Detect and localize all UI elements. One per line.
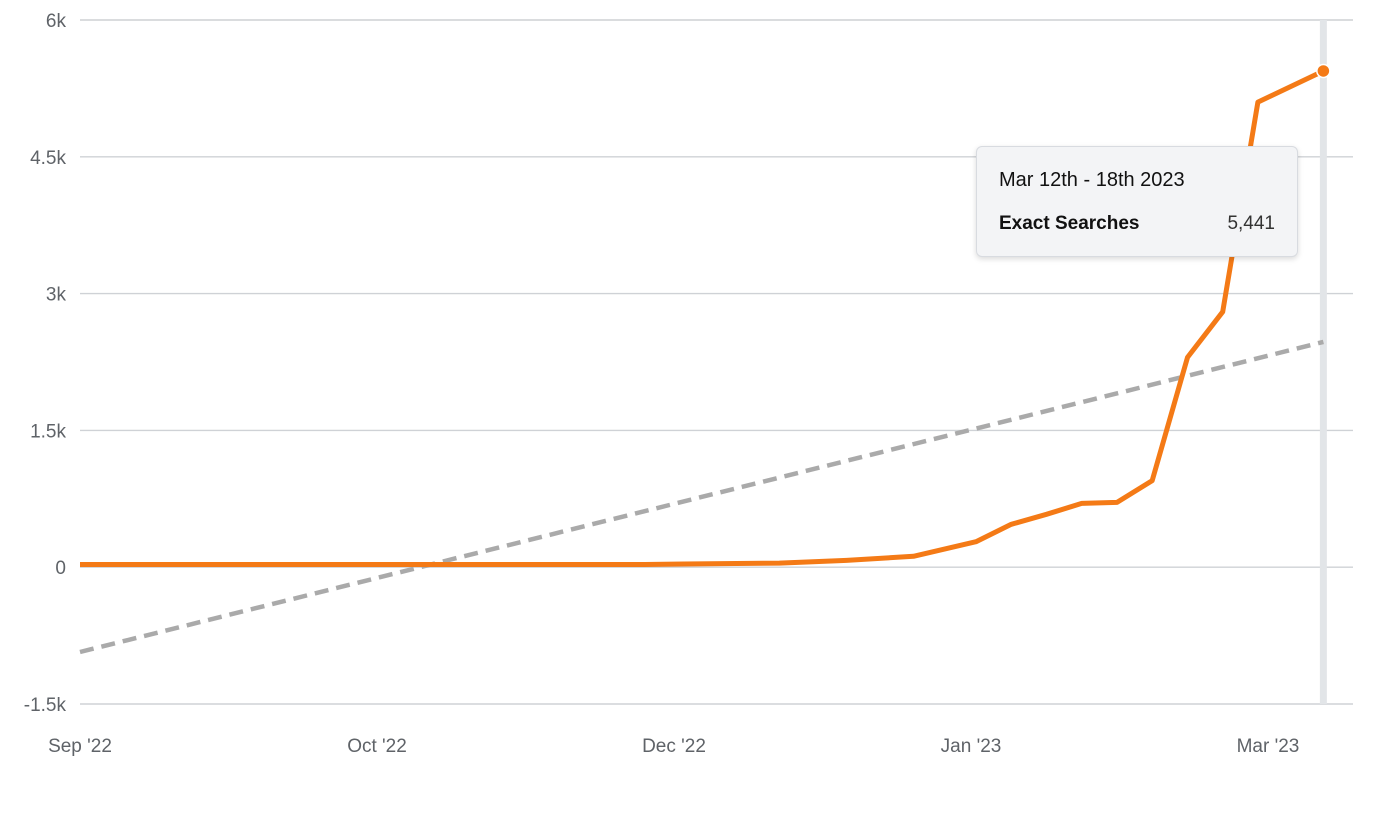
y-tick-label: 3k xyxy=(46,285,67,306)
y-tick-label: 6k xyxy=(46,11,67,32)
y-tick-label: -1.5k xyxy=(24,695,67,716)
hover-crosshair xyxy=(1319,20,1327,704)
y-tick-label: 4.5k xyxy=(30,148,66,169)
tooltip-row: Exact Searches 5,441 xyxy=(999,212,1275,236)
x-tick-label: Sep '22 xyxy=(48,736,112,757)
tooltip-value: 5,441 xyxy=(1227,213,1275,234)
x-tick-label: Dec '22 xyxy=(642,736,706,757)
tooltip-date: Mar 12th - 18th 2023 xyxy=(999,169,1185,191)
chart-tooltip: Mar 12th - 18th 2023 Exact Searches 5,44… xyxy=(976,146,1298,257)
tooltip-series-name: Exact Searches xyxy=(999,213,1140,234)
y-tick-label: 0 xyxy=(55,558,66,579)
x-tick-label: Jan '23 xyxy=(941,736,1002,757)
series-lines xyxy=(79,68,1325,655)
hover-point[interactable] xyxy=(1316,63,1331,79)
x-tick-label: Oct '22 xyxy=(347,736,407,757)
y-tick-label: 1.5k xyxy=(30,421,66,442)
x-tick-label: Mar '23 xyxy=(1237,736,1300,757)
x-axis-ticks: Sep '22 Oct '22 Dec '22 Jan '23 Mar '23 xyxy=(48,736,1299,757)
hover-indicator xyxy=(1319,20,1327,704)
hover-markers[interactable] xyxy=(1316,63,1331,79)
y-axis-ticks: 6k 4.5k 3k 1.5k 0 -1.5k xyxy=(24,11,67,716)
series-line-exact-searches xyxy=(80,68,1325,567)
gridlines xyxy=(80,19,1353,705)
series-line-trend xyxy=(79,339,1324,655)
